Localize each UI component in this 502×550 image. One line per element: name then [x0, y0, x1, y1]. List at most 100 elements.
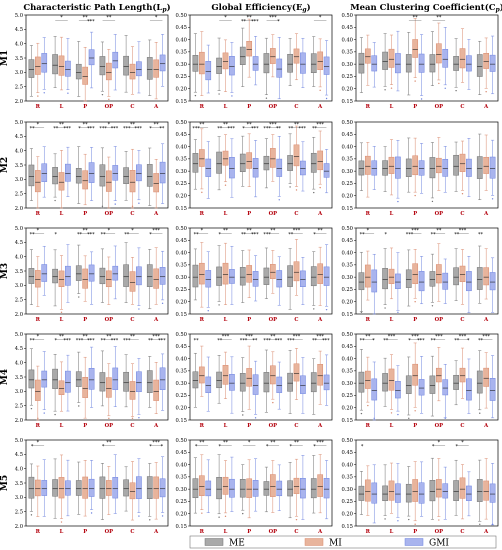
box-mi-r [364, 34, 371, 86]
box-body [459, 477, 466, 499]
box-me-l [382, 248, 388, 309]
box-body [300, 375, 306, 394]
plot-frame [189, 227, 333, 315]
y-tick-label: 0.50 [175, 120, 187, 126]
outlier-point [414, 80, 416, 82]
box-mi-r [34, 365, 41, 421]
box-body [466, 485, 472, 501]
significance-mi-gmi: *** [251, 126, 259, 132]
box-body [159, 161, 166, 184]
plot-frame [189, 439, 333, 527]
outlier-point [313, 308, 315, 310]
box-gmi-op [276, 464, 283, 511]
y-tick-label: 0.45 [175, 132, 187, 138]
box-mi-l [222, 134, 229, 186]
box-mi-r [34, 156, 41, 209]
box-body [198, 366, 205, 384]
outlier-point [373, 417, 375, 419]
box-me-a [310, 358, 317, 415]
box-body [58, 477, 65, 499]
box-gmi-r [205, 356, 212, 412]
box-me-p [75, 41, 82, 97]
significance-me-gmi: *** [222, 334, 230, 340]
panel-m2-lp: 2.02.53.03.54.04.55.0R***L*******P******… [15, 120, 169, 217]
significance-me-mi: *** [123, 126, 131, 132]
outlier-point [313, 191, 315, 194]
category-label: A [317, 317, 323, 323]
box-me-op [429, 253, 436, 307]
box-body [276, 158, 283, 177]
category-label: C [294, 211, 298, 217]
box-gmi-r [41, 37, 48, 94]
box-body [205, 158, 212, 177]
box-me-c [123, 466, 129, 512]
box-mi-op [435, 243, 442, 302]
box-gmi-a [159, 143, 166, 204]
significance-me-gmi: *** [293, 334, 301, 340]
plot-frame [25, 121, 169, 209]
significance-mi-gmi: *** [322, 338, 330, 344]
box-gmi-a [489, 257, 496, 313]
box-mi-r [198, 242, 205, 308]
significance-me-mi: *** [76, 338, 84, 344]
plot-frame [355, 14, 499, 102]
significance-me-gmi: ** [106, 334, 112, 340]
category-label: C [460, 211, 464, 217]
significance-me-mi: *** [192, 126, 200, 132]
box-body [435, 367, 442, 383]
box-mi-c [129, 148, 136, 209]
box-body [192, 264, 199, 288]
significance-me-gmi: * [319, 15, 322, 21]
column-title-text: Characteristic Path Length(L [23, 2, 162, 13]
y-tick-label: 2.5 [15, 84, 23, 90]
box-gmi-l [65, 354, 71, 412]
box-body [229, 269, 235, 284]
panel-m3-lp: 2.02.53.03.54.04.55.0R***L*P*******OP***… [15, 226, 169, 323]
significance-mi-gmi: *** [227, 126, 235, 132]
box-body [52, 167, 58, 185]
box-body [146, 370, 153, 393]
box-gmi-p [418, 356, 425, 414]
y-tick-label: 0.20 [175, 406, 187, 412]
box-body [159, 267, 166, 285]
significance-me-gmi: ** [223, 440, 229, 446]
box-body [388, 156, 395, 174]
box-mi-p [412, 137, 419, 197]
outlier-point [325, 97, 328, 100]
significance-me-mi: * [361, 444, 364, 450]
box-mi-op [269, 250, 276, 294]
outlier-point [397, 200, 399, 203]
significance-me-gmi: *** [293, 228, 301, 234]
box-body [88, 49, 95, 66]
outlier-point [289, 186, 291, 188]
box-mi-a [153, 159, 160, 209]
box-mi-op [269, 460, 276, 513]
outlier-point [397, 311, 399, 313]
significance-me-mi: ** [30, 338, 36, 344]
y-tick-label: 0.20 [175, 300, 187, 306]
significance-me-gmi: * [224, 15, 227, 21]
box-gmi-p [88, 31, 95, 89]
category-label: C [460, 317, 464, 323]
significance-me-mi: ** [217, 126, 223, 132]
box-body [88, 264, 95, 282]
significance-mi-gmi: *** [87, 338, 95, 344]
y-tick-label: 0.25 [175, 287, 187, 293]
significance-me-gmi: ** [223, 122, 229, 128]
box-mi-op [435, 137, 442, 191]
significance-me-mi: ** [312, 126, 318, 132]
y-tick-label: 0.35 [175, 475, 187, 481]
box-body [159, 478, 166, 498]
significance-me-mi: ** [30, 232, 36, 238]
category-label: OP [269, 104, 278, 110]
category-label: R [200, 104, 205, 110]
significance-me-gmi: ** [270, 440, 276, 446]
significance-mi-gmi: * [277, 19, 280, 25]
box-body [28, 268, 35, 284]
box-body [429, 54, 436, 73]
box-me-r [28, 348, 35, 410]
y-tick-label: 0.50 [341, 332, 353, 338]
box-me-c [287, 248, 293, 310]
legend-swatch-gmi [404, 538, 424, 546]
box-body [388, 368, 395, 391]
